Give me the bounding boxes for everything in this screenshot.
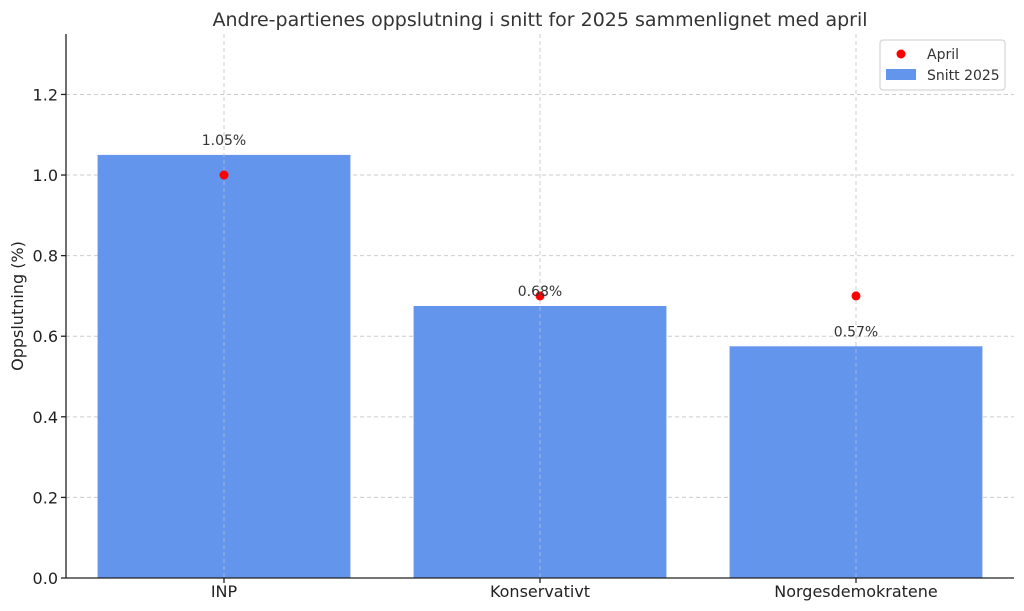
y-tick-label: 1.0 [33, 166, 58, 185]
bar-value-label: 0.57% [834, 324, 878, 340]
y-tick-label: 1.2 [33, 85, 58, 104]
april-point [219, 170, 229, 180]
axes: 0.0 0.2 0.4 0.6 0.8 1.0 1.2 INP Konservativt Norg… [33, 34, 1014, 601]
y-axis-label: Oppslutning (%) [8, 241, 27, 371]
legend-snitt-swatch [886, 69, 916, 80]
data-labels: 1.05% 0.68% 0.57% [202, 133, 878, 340]
legend-april-marker [896, 49, 906, 59]
bar-value-label: 1.05% [202, 133, 246, 149]
legend: April Snitt 2025 [879, 39, 1006, 91]
legend-april-label: April [927, 47, 959, 63]
y-tick-label: 0.8 [33, 247, 58, 266]
x-tick-label: Norgesdemokratene [774, 582, 938, 601]
y-tick-label: 0.0 [33, 569, 58, 588]
april-point [535, 291, 545, 301]
x-tick-label: Konservativt [490, 582, 590, 601]
y-tick-label: 0.4 [33, 408, 58, 427]
chart-title: Andre-partienes oppslutning i snitt for … [212, 9, 867, 31]
y-tick-label: 0.2 [33, 488, 58, 507]
bar-value-label: 0.68% [518, 284, 562, 300]
bars [97, 34, 983, 578]
april-points [219, 170, 861, 301]
y-tick-label: 0.6 [33, 327, 58, 346]
legend-snitt-label: Snitt 2025 [927, 68, 1000, 84]
x-tick-label: INP [211, 582, 238, 601]
april-point [851, 291, 861, 301]
